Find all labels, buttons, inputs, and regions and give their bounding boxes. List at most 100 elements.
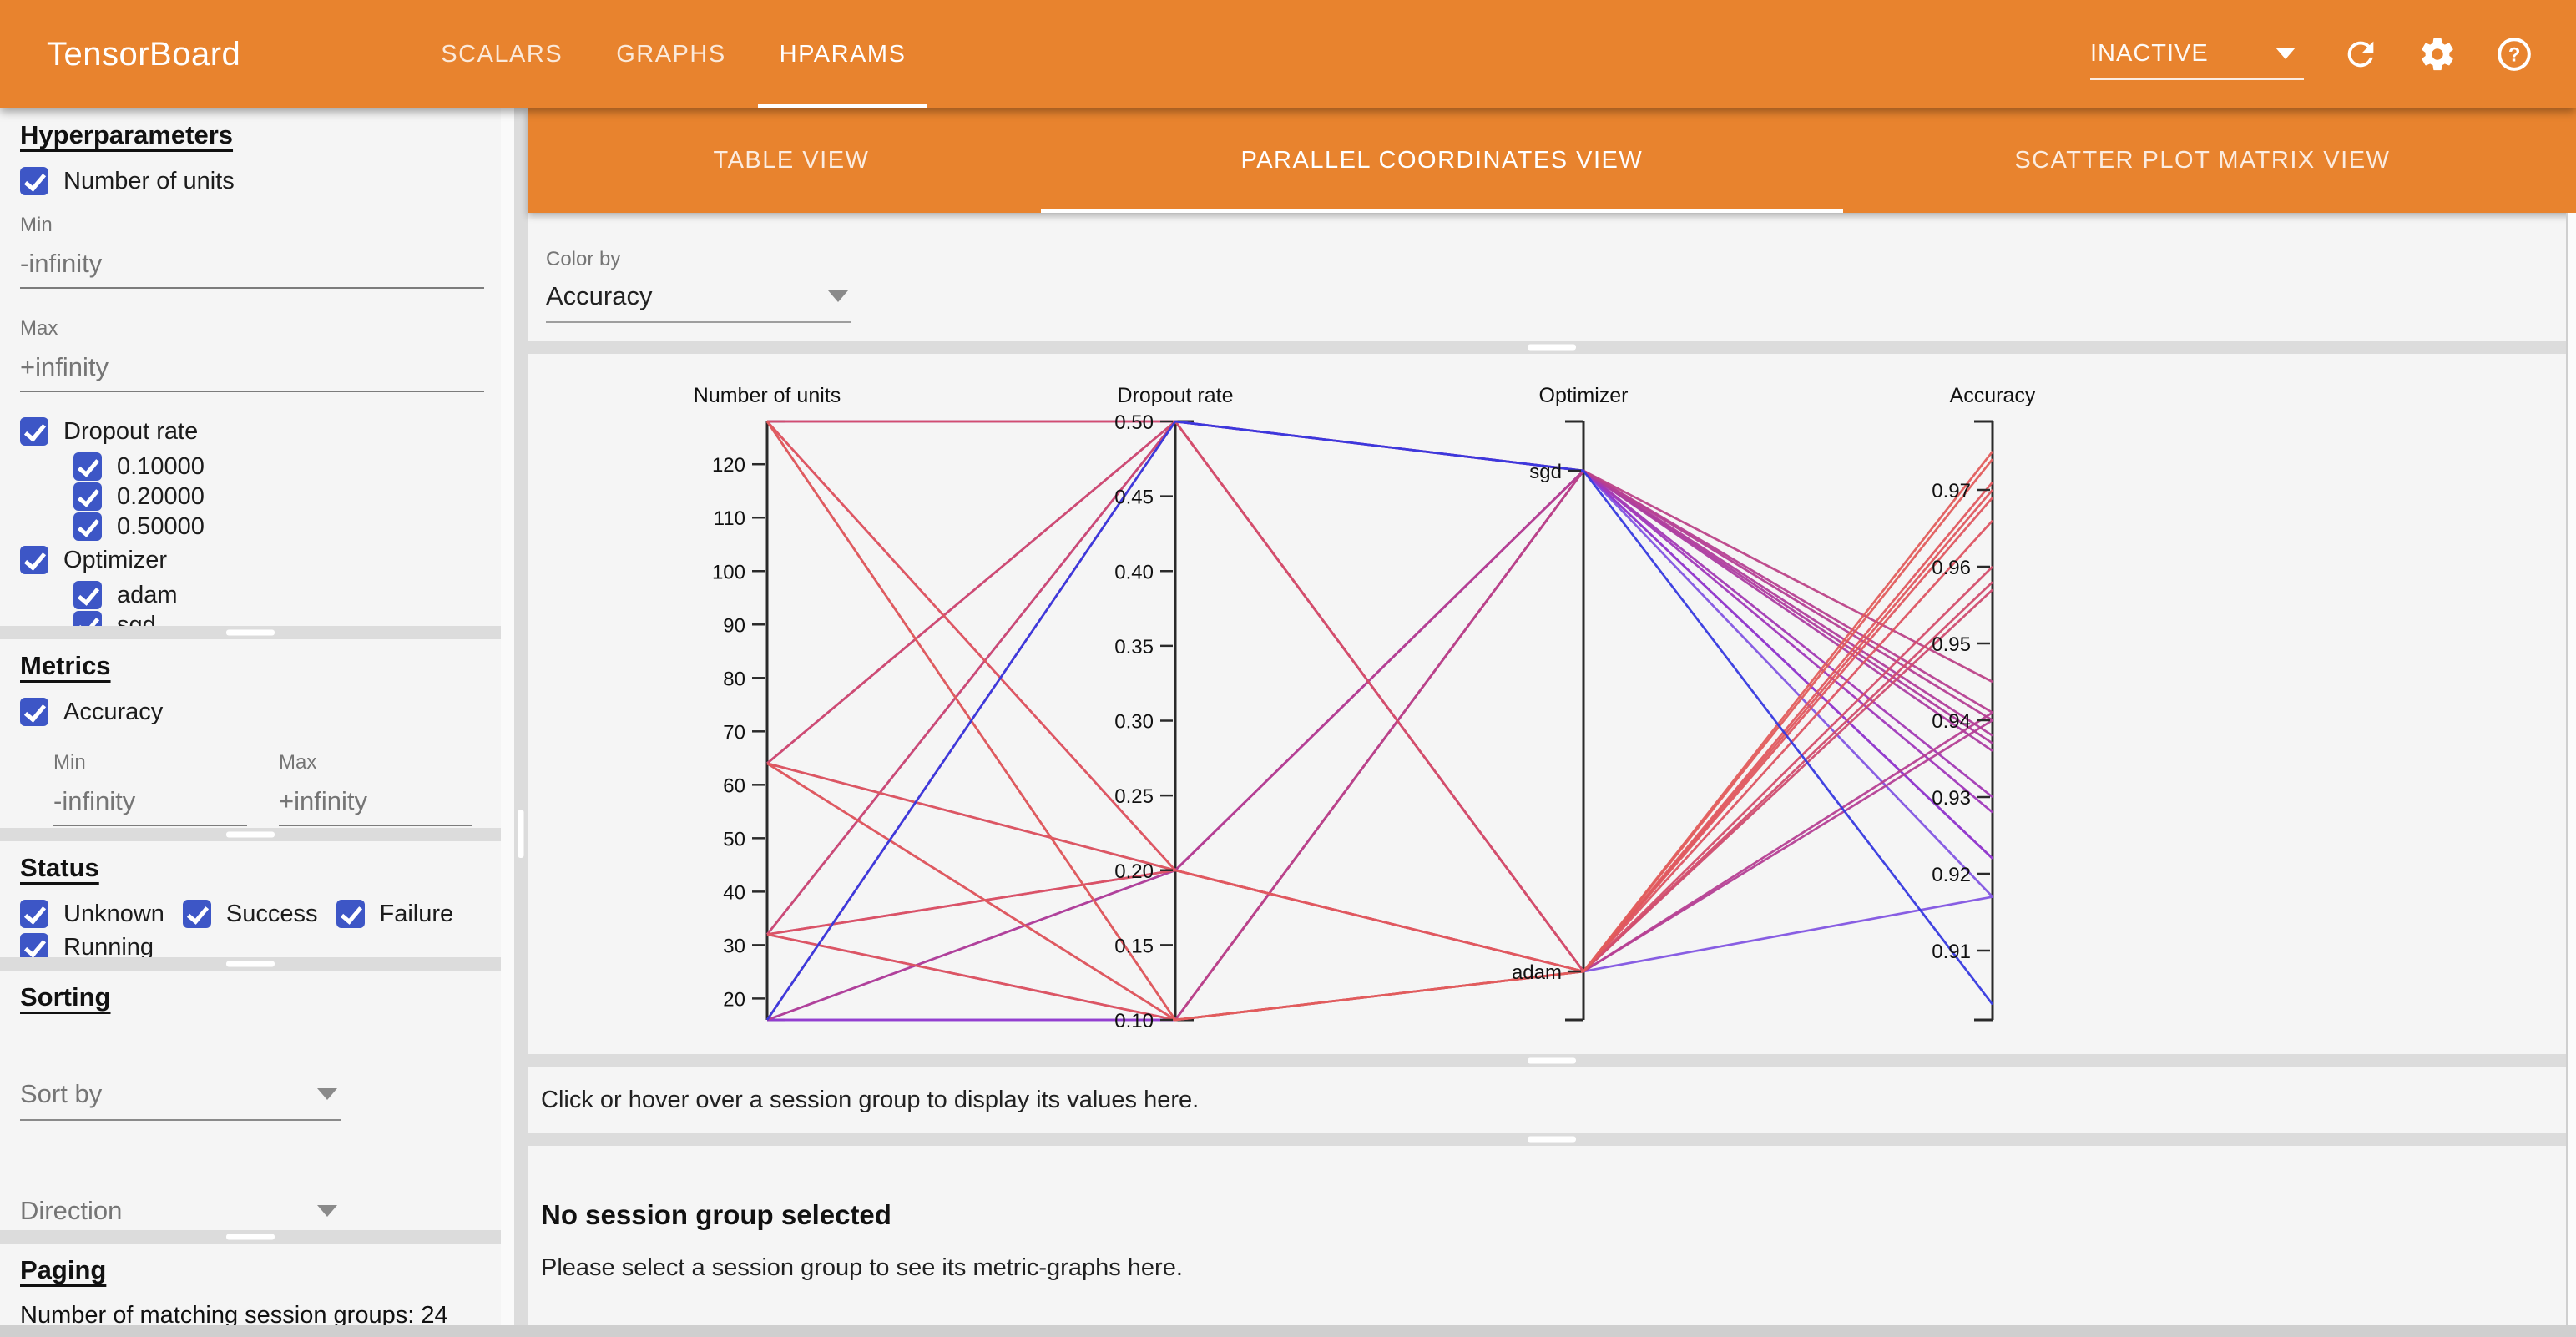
pane-divider[interactable] <box>528 1133 2576 1146</box>
tick-label: 0.95 <box>1932 633 1971 656</box>
checkbox-accuracy[interactable]: Accuracy <box>20 698 501 726</box>
units-min-input[interactable]: -infinity <box>20 249 103 278</box>
checkbox-item-0.20000[interactable]: 0.20000 <box>73 482 501 511</box>
tab-hparams[interactable]: HPARAMS <box>757 0 928 108</box>
horizontal-scrollbar[interactable] <box>0 1325 2576 1337</box>
checkbox-item-failure[interactable]: Failure <box>336 900 453 928</box>
checkbox-item-success[interactable]: Success <box>182 900 318 928</box>
session-line[interactable] <box>766 421 1994 973</box>
sidebar-splitter-handle[interactable] <box>514 108 528 1337</box>
axis-ticks: sgd adam <box>1512 461 1581 984</box>
session-values-pane: Click or hover over a session group to d… <box>528 1067 2576 1133</box>
run-status-select[interactable]: INACTIVE <box>2090 28 2304 80</box>
refresh-icon <box>2347 41 2374 68</box>
checkbox-icon[interactable] <box>336 900 365 928</box>
pane-divider[interactable] <box>528 341 2576 354</box>
session-line[interactable] <box>766 421 1993 872</box>
tab-graphs[interactable]: GRAPHS <box>616 40 726 68</box>
input-underline <box>20 391 484 392</box>
color-by-select[interactable]: Accuracy <box>546 281 851 323</box>
tick-label: 0.94 <box>1932 710 1971 733</box>
checkbox-icon[interactable] <box>73 482 102 511</box>
checkbox-icon[interactable] <box>182 900 211 928</box>
color-by-label: Color by <box>546 248 621 270</box>
checkbox-icon[interactable] <box>73 581 102 609</box>
checkbox-item-adam[interactable]: adam <box>73 581 501 609</box>
hover-hint-text: Click or hover over a session group to d… <box>541 1086 1200 1113</box>
pane-divider[interactable] <box>528 1054 2576 1067</box>
tick-label: sgd <box>1529 461 1562 483</box>
sidebar-section-divider[interactable] <box>0 1230 501 1244</box>
parallel-coordinates-chart: Number of units Dropout rate Optimizer Accu… <box>528 354 2576 1054</box>
session-line[interactable] <box>765 420 1993 936</box>
chevron-down-icon <box>2275 48 2296 59</box>
checkbox-item-sgd[interactable]: sgd <box>73 611 501 626</box>
empty-state-title: No session group selected <box>541 1199 891 1230</box>
checkbox-icon[interactable] <box>20 417 48 446</box>
tick-label: 0.97 <box>1932 480 1971 502</box>
plugin-tabs: SCALARS GRAPHS HPARAMS <box>441 0 928 108</box>
checkbox-label: 0.10000 <box>117 452 205 480</box>
checkbox-label: adam <box>117 581 178 608</box>
checkbox-label: Running <box>63 933 154 958</box>
gear-icon <box>2422 38 2453 71</box>
tab-scatter-plot-matrix-view[interactable]: SCATTER PLOT MATRIX VIEW <box>2014 147 2391 174</box>
axis-number-of-units[interactable]: Number of units <box>694 384 841 1022</box>
tick-label: adam <box>1512 961 1562 984</box>
tab-scalars[interactable]: SCALARS <box>441 40 563 68</box>
status-options-list: Unknown Success Failure Running <box>20 900 487 957</box>
checkbox-icon[interactable] <box>73 512 102 541</box>
checkbox-icon[interactable] <box>20 933 48 957</box>
sidebar-section-divider[interactable] <box>0 626 501 639</box>
refresh-button[interactable] <box>2341 34 2381 74</box>
metric-min-input[interactable]: -infinity <box>53 786 136 815</box>
tick-label: 0.92 <box>1932 864 1971 886</box>
checkbox-icon[interactable] <box>73 452 102 481</box>
session-line[interactable] <box>767 420 1993 973</box>
axis-title: Accuracy <box>1950 384 2036 407</box>
checkbox-item-0.50000[interactable]: 0.50000 <box>73 512 501 541</box>
checkbox-dropout-rate[interactable]: Dropout rate <box>20 417 501 446</box>
vertical-scrollbar[interactable] <box>2566 213 2576 1337</box>
units-max-input[interactable]: +infinity <box>20 352 109 381</box>
sort-by-select[interactable]: Sort by <box>20 1079 341 1121</box>
metrics-section: Metrics Accuracy Min -infinity Max +infi… <box>0 639 501 828</box>
checkbox-item-unknown[interactable]: Unknown <box>20 900 164 928</box>
sidebar-section-divider[interactable] <box>0 957 501 971</box>
sidebar-section-divider[interactable] <box>0 828 501 841</box>
sort-by-value: Sort by <box>20 1079 103 1108</box>
checkbox-icon[interactable] <box>20 167 48 195</box>
tab-parallel-coordinates-view[interactable]: PARALLEL COORDINATES VIEW <box>1040 108 1843 213</box>
session-line[interactable] <box>766 458 1994 1022</box>
metric-max-label: Max <box>279 751 317 774</box>
hparams-main: TABLE VIEW PARALLEL COORDINATES VIEW SCA… <box>528 108 2576 1337</box>
tick-label: 100 <box>712 561 745 583</box>
tick-label: 0.25 <box>1114 785 1154 808</box>
checkbox-item-0.10000[interactable]: 0.10000 <box>73 452 501 481</box>
settings-button[interactable] <box>2417 34 2457 74</box>
session-line[interactable] <box>767 896 1993 1022</box>
tab-table-view[interactable]: TABLE VIEW <box>713 147 870 174</box>
metric-max-input[interactable]: +infinity <box>279 786 367 815</box>
checkbox-icon[interactable] <box>20 546 48 574</box>
checkbox-icon[interactable] <box>20 900 48 928</box>
help-button[interactable]: ? <box>2494 34 2534 74</box>
tick-label: 0.50 <box>1114 411 1154 434</box>
checkbox-icon[interactable] <box>73 611 102 626</box>
direction-select[interactable]: Direction <box>20 1196 341 1230</box>
checkbox-label: sgd <box>117 611 156 627</box>
section-title-hyperparameters: Hyperparameters <box>20 120 234 149</box>
checkbox-optimizer[interactable]: Optimizer <box>20 546 501 574</box>
checkbox-item-running[interactable]: Running <box>20 933 154 957</box>
tick-label: 70 <box>723 721 745 744</box>
parallel-coordinates-svg[interactable]: Number of units Dropout rate Optimizer Accu… <box>528 354 2576 1054</box>
session-line[interactable] <box>766 497 1994 1022</box>
session-detail-pane: No session group selected Please select … <box>528 1146 2576 1337</box>
checkbox-icon[interactable] <box>20 698 48 726</box>
axis-optimizer[interactable]: Optimizer <box>1539 384 1629 1022</box>
status-section: Status Unknown Success Failure Running <box>0 841 501 957</box>
tick-label: 20 <box>723 988 745 1011</box>
checkbox-number-of-units[interactable]: Number of units <box>20 167 501 195</box>
session-line[interactable] <box>766 489 1994 973</box>
session-line[interactable] <box>765 420 1994 1021</box>
